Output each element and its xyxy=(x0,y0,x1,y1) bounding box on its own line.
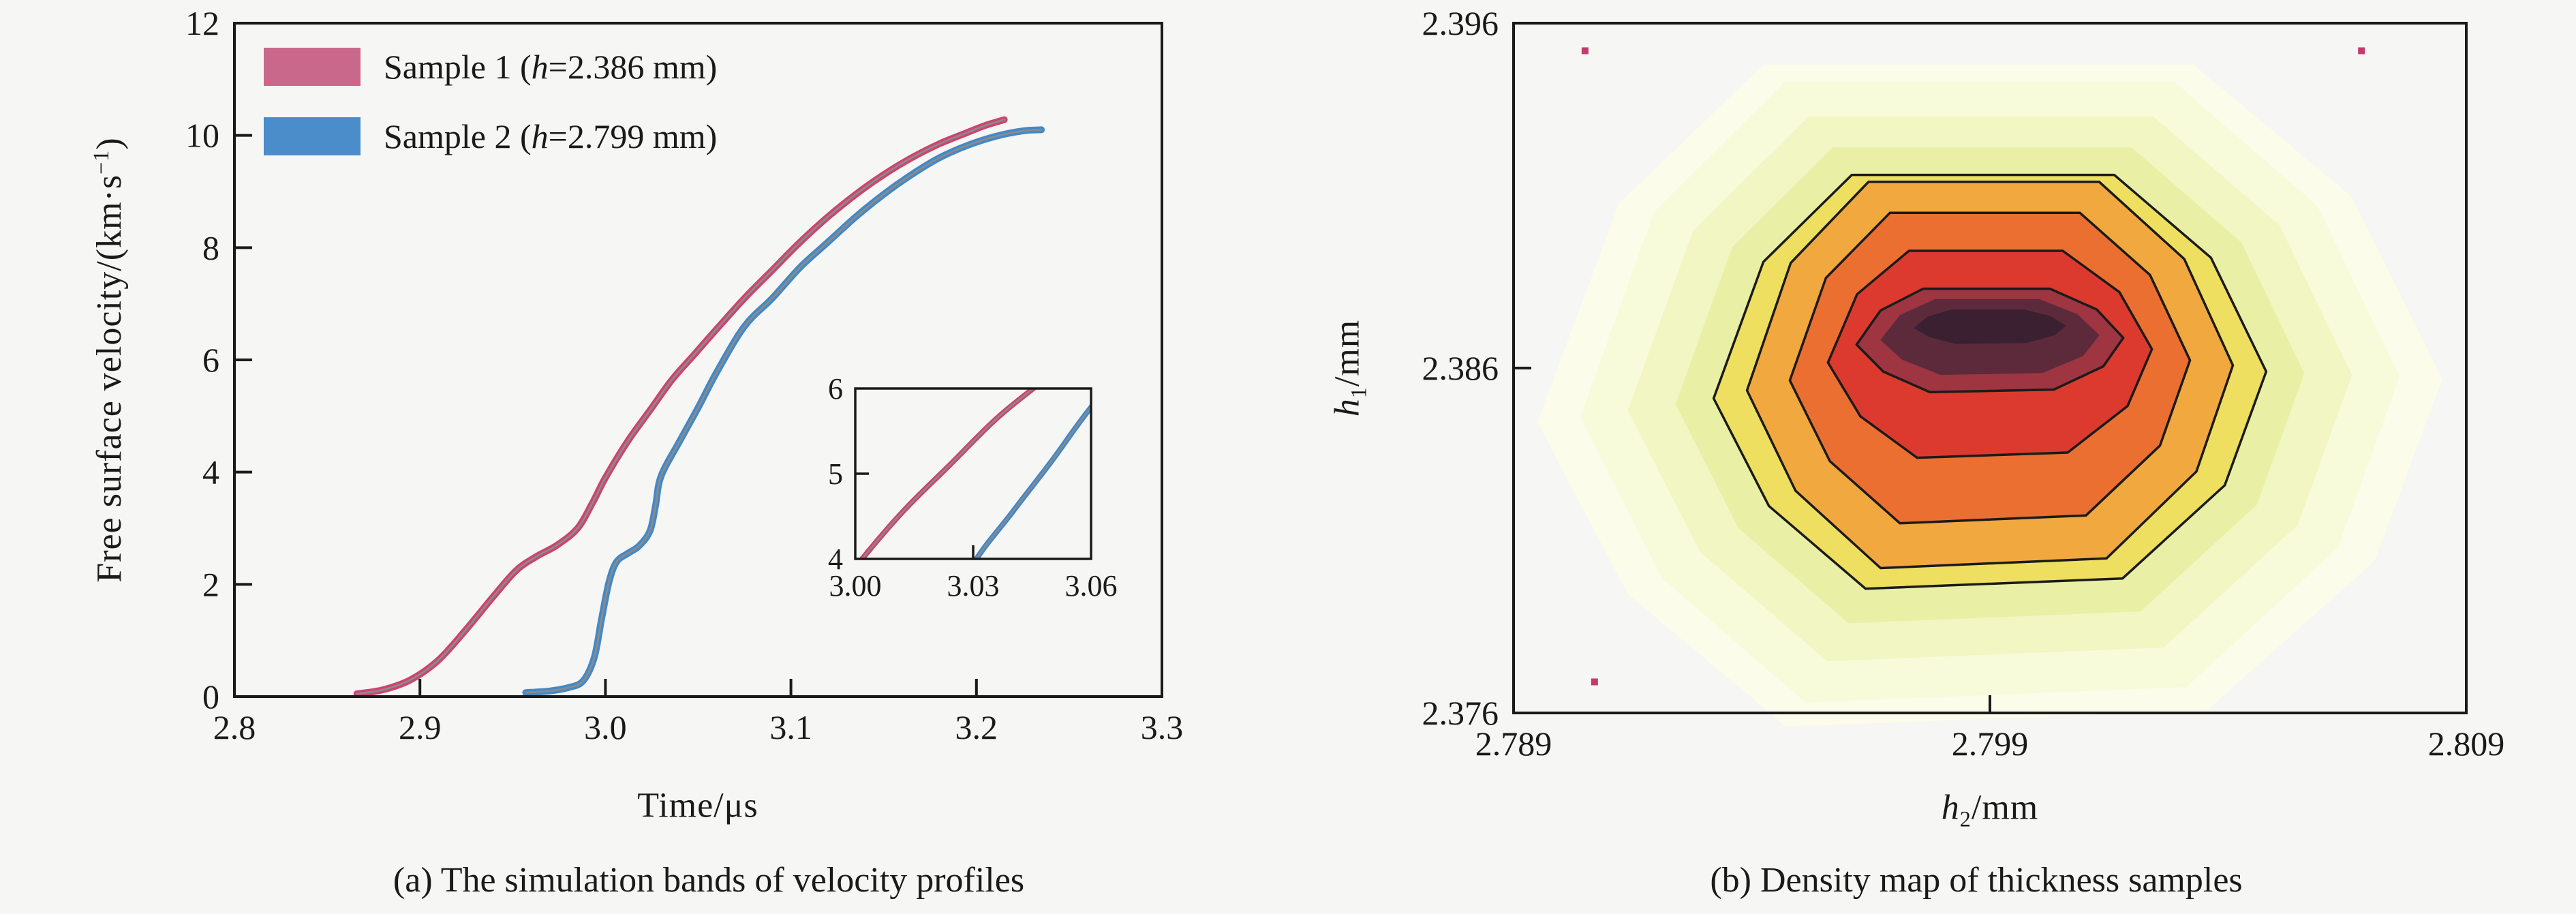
inset-x-tick-label: 3.00 xyxy=(829,569,882,603)
outlier-sample-point xyxy=(2358,47,2365,55)
a-y-tick-label: 0 xyxy=(202,677,219,716)
inset-background xyxy=(855,389,1091,559)
sample1-legend-swatch xyxy=(264,48,361,86)
a-x-tick-label: 2.9 xyxy=(399,708,442,746)
outlier-sample-point xyxy=(1581,47,1589,55)
a-x-tick-label: 3.0 xyxy=(584,708,627,746)
a-x-tick-label: 3.2 xyxy=(955,708,998,746)
sample2-label-h: h xyxy=(531,117,549,155)
a-y-axis-title-close: ) xyxy=(90,137,129,150)
a-y-tick-label: 12 xyxy=(185,4,219,42)
inset-series-core-1 xyxy=(861,389,1035,559)
a-y-axis-title: Free surface velocity/(km·s−1) xyxy=(89,137,129,582)
sample2-label-pre: Sample 2 ( xyxy=(384,117,532,155)
b-y-axis-title: h1/mm xyxy=(1327,320,1371,416)
b-x-title-sub: 2 xyxy=(1959,806,1972,832)
inset-series-core-2 xyxy=(975,406,1091,559)
a-x-tick-label: 3.3 xyxy=(1141,708,1184,746)
a-y-tick-label: 2 xyxy=(202,565,219,603)
a-x-tick-label: 3.1 xyxy=(769,708,812,746)
sample1-label-h: h xyxy=(531,48,549,86)
outlier-sample-point xyxy=(1591,678,1598,686)
sample1-label-pre: Sample 1 ( xyxy=(384,48,532,86)
b-x-tick-label: 2.789 xyxy=(1475,725,1552,763)
legend-row-sample2: Sample 2 (h=2.799 mm) xyxy=(264,117,717,155)
a-y-axis-title-text: Free surface velocity/(km·s xyxy=(90,174,129,583)
panel-density-map: 2.789 2.799 2.809 2.396 2.386 2.376 h1/mm h2/… xyxy=(1288,0,2576,914)
velocity-chart-canvas: 2.8 2.9 3.0 3.1 3.2 3.3 0 2 4 6 8 10 12 3.00 3.03 3.06 4… xyxy=(185,4,1184,746)
inset-x-tick-label: 3.06 xyxy=(1065,569,1118,603)
inset-y-tick-label: 5 xyxy=(828,457,843,491)
b-x-tick-label: 2.809 xyxy=(2428,725,2505,763)
sample2-legend-swatch xyxy=(264,117,361,155)
a-y-axis-title-sup: −1 xyxy=(88,149,113,174)
a-x-axis-title: Time/μs xyxy=(637,786,758,825)
b-caption: (b) Density map of thickness samples xyxy=(1710,861,2243,900)
legend-row-sample1: Sample 1 (h=2.386 mm) xyxy=(264,48,717,86)
a-y-tick-label: 6 xyxy=(202,341,219,379)
sample2-label-post: =2.799 mm) xyxy=(548,117,718,155)
a-y-tick-label: 4 xyxy=(202,453,219,491)
a-x-tick-label: 2.8 xyxy=(213,708,256,746)
b-y-title-unit: /mm xyxy=(1328,319,1367,387)
b-y-title-sub: 1 xyxy=(1346,386,1371,399)
sample1-label-post: =2.386 mm) xyxy=(548,48,718,86)
series-core-line-2 xyxy=(524,128,1043,694)
density-map-canvas: 2.789 2.799 2.809 2.396 2.386 2.376 xyxy=(1422,4,2505,763)
a-caption: (a) The simulation bands of velocity pro… xyxy=(393,861,1025,900)
inset-y-tick-label: 4 xyxy=(828,543,843,576)
b-y-tick-label: 2.396 xyxy=(1422,4,1499,42)
b-x-title-unit: /mm xyxy=(1971,788,2039,827)
series-core-line-1 xyxy=(356,119,1006,695)
b-y-title-h: h xyxy=(1328,398,1367,417)
sample1-legend-label: Sample 1 (h=2.386 mm) xyxy=(384,47,717,87)
b-y-tick-label: 2.386 xyxy=(1422,349,1499,387)
density-band-level-10 xyxy=(1914,309,2066,344)
inset-y-tick-label: 6 xyxy=(828,372,843,406)
inset-x-tick-label: 3.03 xyxy=(947,569,1000,603)
b-x-tick-label: 2.799 xyxy=(1952,725,2029,763)
sample2-legend-label: Sample 2 (h=2.799 mm) xyxy=(384,117,717,156)
b-x-axis-title: h2/mm xyxy=(1942,787,2038,832)
a-legend: Sample 1 (h=2.386 mm) Sample 2 (h=2.799 … xyxy=(264,48,717,187)
a-y-tick-label: 8 xyxy=(202,228,219,266)
b-x-title-h: h xyxy=(1941,788,1960,827)
b-y-tick-label: 2.376 xyxy=(1422,694,1499,732)
a-y-tick-label: 10 xyxy=(185,117,219,155)
panel-velocity-profiles: 2.8 2.9 3.0 3.1 3.2 3.3 0 2 4 6 8 10 12 3.00 3.03 3.06 4… xyxy=(89,4,1184,900)
